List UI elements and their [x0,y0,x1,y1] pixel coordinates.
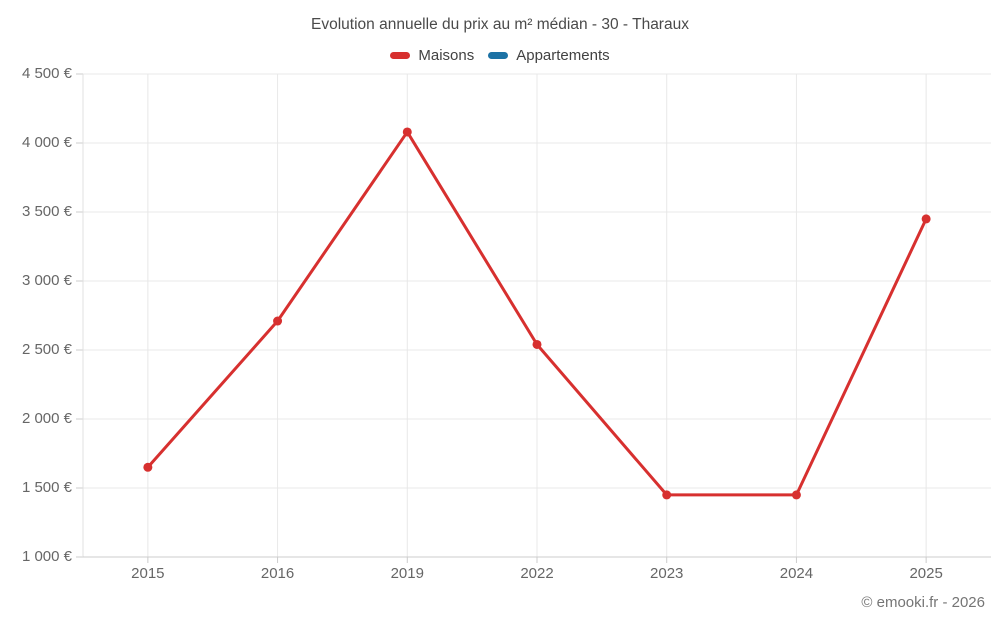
x-axis-tick-label: 2025 [909,565,943,582]
data-point-maisons[interactable] [921,214,931,224]
data-point-maisons[interactable] [273,316,283,326]
legend-item-maisons[interactable]: Maisons [390,47,474,64]
y-axis-tick-label: 2 000 € [21,410,72,427]
data-point-maisons[interactable] [532,339,542,349]
x-axis-tick-label: 2023 [650,565,684,582]
data-point-maisons[interactable] [143,462,153,472]
maisons-series-marker-icon [390,51,411,59]
y-axis-tick-label: 2 500 € [21,341,72,358]
y-axis-tick-label: 4 000 € [21,134,72,151]
chart-legend: Maisons Appartements [0,45,1000,65]
y-axis-tick-label: 3 500 € [21,203,72,220]
x-axis-tick-label: 2024 [779,565,814,582]
appartements-series-marker-icon [488,51,509,59]
legend-item-appartements[interactable]: Appartements [488,46,610,64]
chart-title: Evolution annuelle du prix au m² médian … [311,16,689,33]
copyright-text: © emooki.fr - 2026 [861,594,985,611]
x-axis-tick-label: 2015 [131,565,165,582]
y-axis-tick-label: 4 500 € [21,65,72,82]
y-axis-tick-label: 1 500 € [21,479,72,496]
data-point-maisons[interactable] [402,127,412,137]
legend-label-appartements: Appartements [516,46,610,64]
x-axis-tick-label: 2016 [260,565,295,582]
data-point-maisons[interactable] [662,490,672,500]
x-axis-tick-label: 2019 [390,565,424,582]
y-axis-tick-label: 1 000 € [21,548,72,565]
x-axis-tick-label: 2022 [520,565,554,582]
legend-label-maisons: Maisons [418,46,475,64]
data-point-maisons[interactable] [791,490,801,500]
y-axis-tick-label: 3 000 € [21,272,72,289]
